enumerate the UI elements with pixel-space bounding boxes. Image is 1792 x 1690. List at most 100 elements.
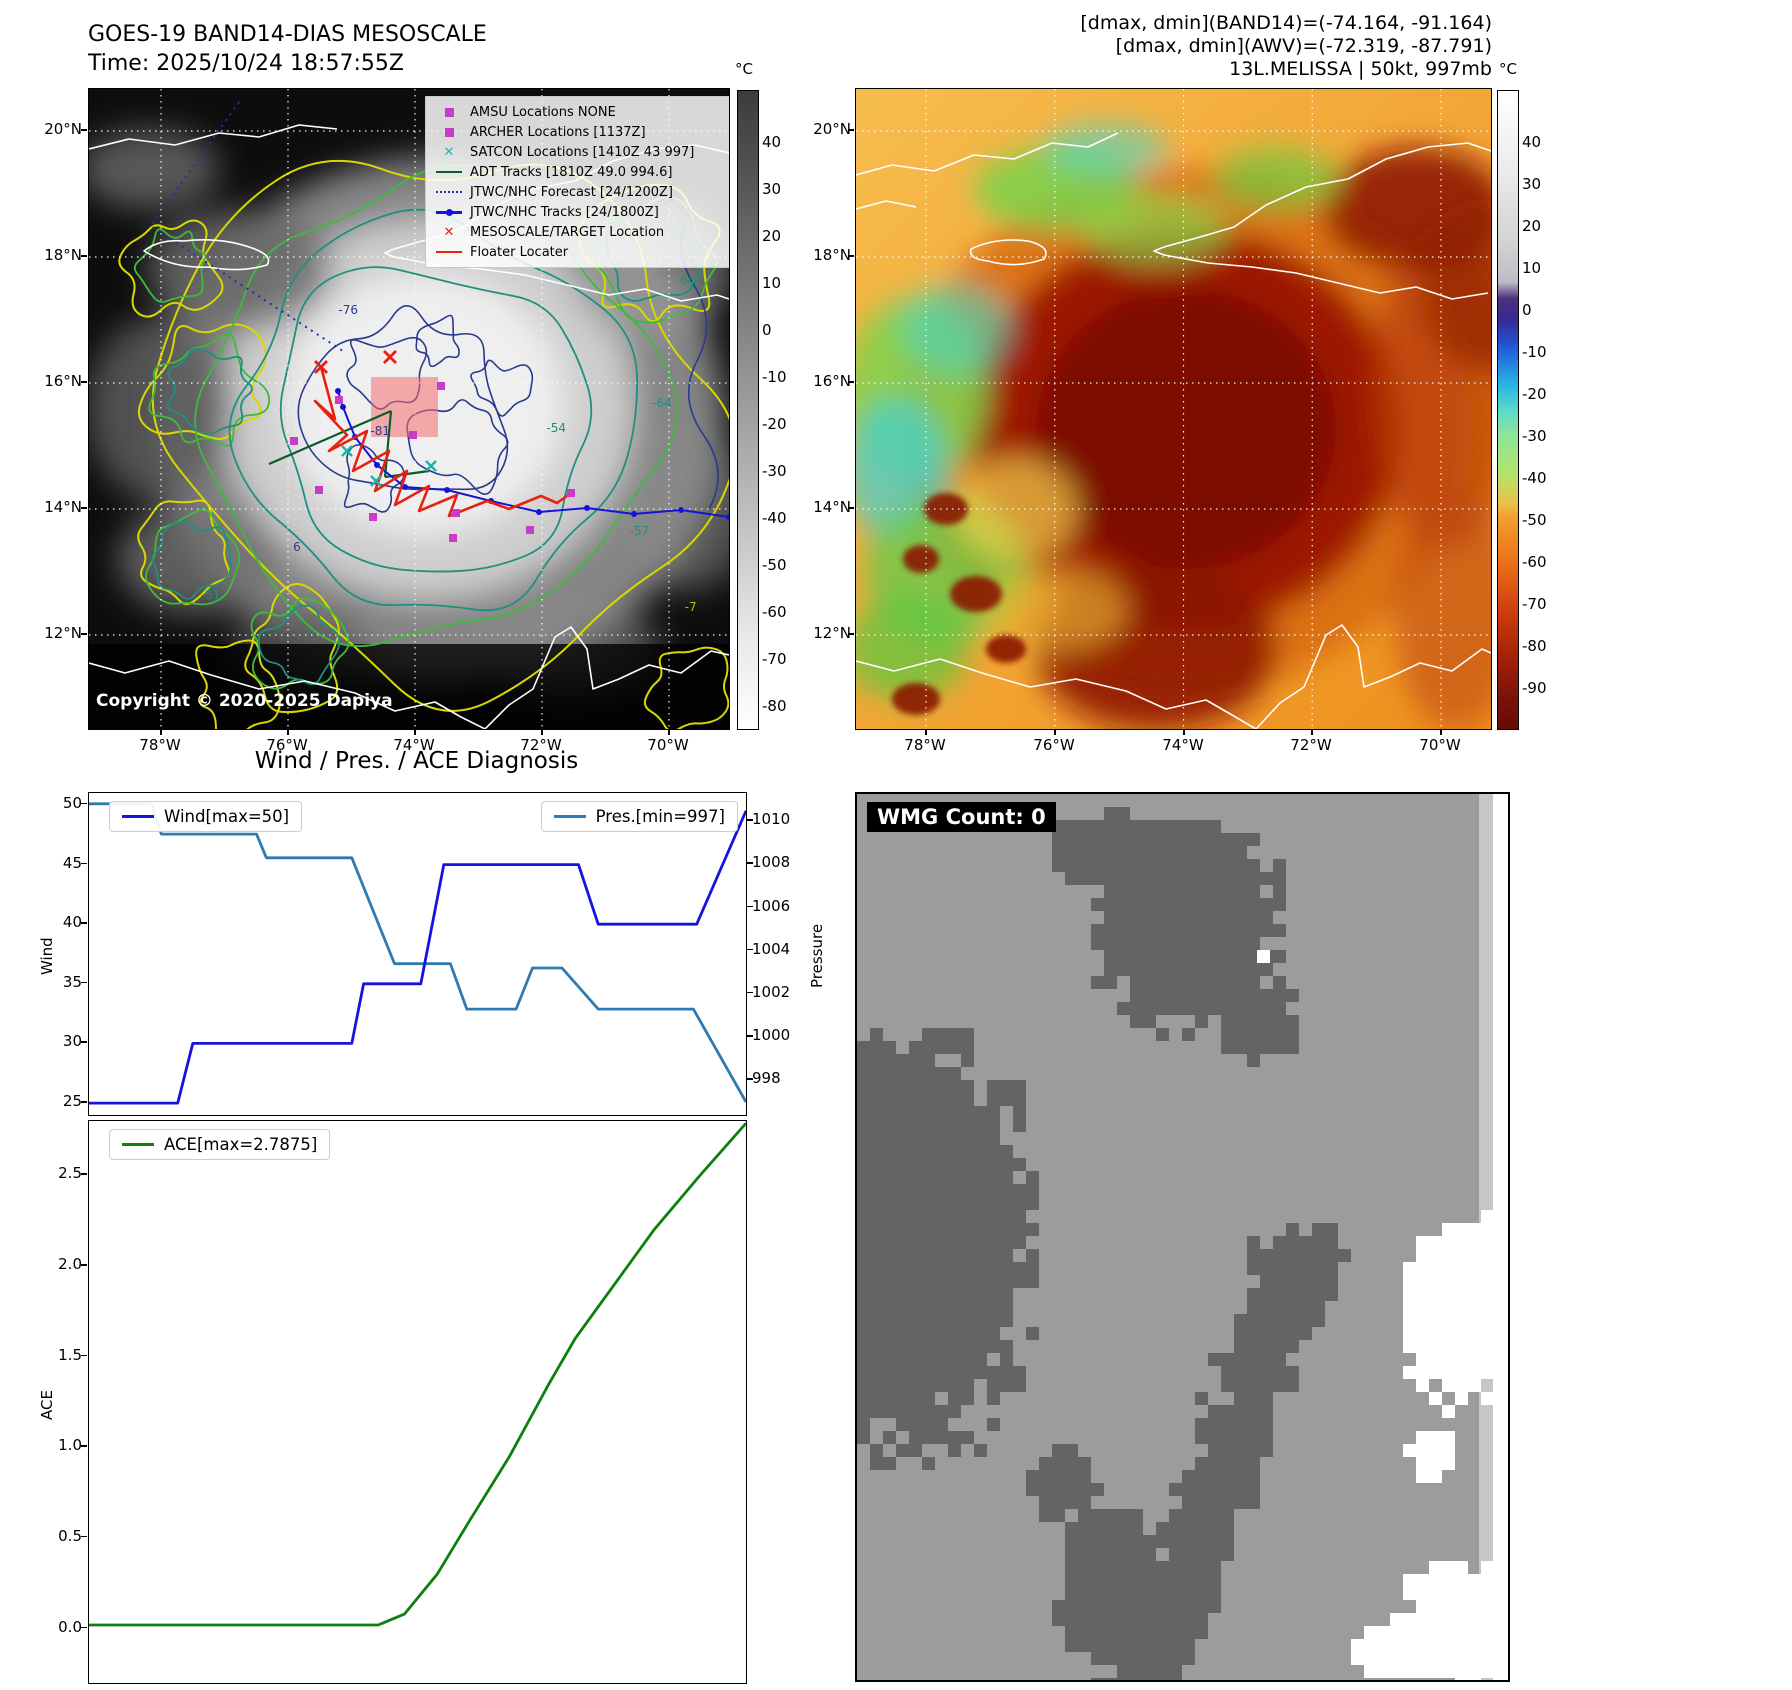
legend-item: JTWC/NHC Forecast [24/1200Z] [434, 182, 726, 202]
wind-pressure-plot-area [89, 802, 748, 1105]
colorbar-tick-label: 0 [1522, 301, 1532, 319]
legend-item-label: Floater Locater [470, 244, 569, 260]
colorbar-tick-label: 20 [762, 227, 782, 245]
left-map-titles: GOES-19 BAND14-DIAS MESOSCALE Time: 2025… [88, 20, 487, 78]
lat-tick-label: 18°N [813, 246, 851, 264]
pressure-tick-label: 1004 [752, 939, 791, 958]
tick-mark [541, 729, 543, 735]
contour-value-label: -81 [370, 424, 390, 439]
copyright-text: Copyright © 2020-2025 Dapiya [96, 691, 393, 711]
colorbar-tick-label: 40 [762, 133, 782, 151]
contour-value-label: -57 [629, 523, 650, 538]
tick-mark [925, 729, 927, 735]
legend-item-label: AMSU Locations NONE [470, 104, 616, 120]
awv-satellite-image [856, 89, 1491, 729]
lat-tick-label: 20°N [813, 120, 851, 138]
mesoscale-target-x [314, 360, 328, 374]
archer-square-marker [449, 534, 457, 542]
pressure-tick-label: 1002 [752, 982, 791, 1001]
tick-mark [160, 729, 162, 735]
colorbar-tick-label: 30 [762, 180, 782, 198]
archer-square-marker [567, 489, 575, 497]
lon-tick-label: 70°W [647, 736, 689, 754]
colorbar-tick-label: -60 [1522, 553, 1547, 571]
lon-tick-label: 78°W [139, 736, 181, 754]
storm-id-intensity: 13L.MELISSA | 50kt, 997mb [1229, 58, 1492, 80]
tick-mark [848, 255, 854, 257]
ace-axis-label: ACE [38, 1390, 56, 1420]
ace-legend: ACE[max=2.7875] [109, 1129, 331, 1160]
legend-item: Floater Locater [434, 242, 726, 262]
contour-value-label: 6 [293, 539, 301, 554]
pressure-tick-label: 1006 [752, 896, 791, 915]
wind-legend-label: Wind[max=50] [164, 807, 290, 826]
contour-value-label: -64 [651, 395, 672, 410]
legend-item: ✕ SATCON Locations [1410Z 43 997] [434, 142, 726, 162]
colorbar-tick-label: 20 [1522, 217, 1542, 235]
colorbar-tick-label: 0 [762, 321, 772, 339]
lon-tick-label: 74°W [393, 736, 435, 754]
colorbar-unit-left: °C [735, 60, 753, 78]
tick-mark [81, 1626, 87, 1629]
x-marker-icon: ✕ [443, 224, 455, 240]
tick-mark [81, 862, 87, 865]
right-map-header: [dmax, dmin](BAND14)=(-74.164, -91.164) … [1000, 12, 1492, 81]
legend-item-label: ARCHER Locations [1137Z] [470, 124, 646, 140]
tick-mark [668, 729, 670, 735]
tick-mark [747, 948, 753, 951]
tick-mark [81, 1173, 87, 1175]
pressure-tick-label: 1000 [752, 1026, 791, 1045]
tick-mark [81, 922, 87, 924]
colorbar-tick-label: -20 [762, 415, 787, 433]
lon-tick-label: 70°W [1419, 736, 1461, 754]
legend-item: ADT Tracks [1810Z 49.0 994.6] [434, 162, 726, 182]
contour-value-label: -76 [338, 302, 358, 317]
archer-square-marker [526, 526, 534, 534]
colorbar-tick-label: -40 [762, 509, 787, 527]
tick-mark [848, 633, 854, 635]
ace-line-swatch [122, 1143, 154, 1146]
lat-tick-label: 12°N [813, 624, 851, 642]
pressure-legend-label: Pres.[min=997] [595, 807, 725, 826]
legend-item-label: SATCON Locations [1410Z 43 997] [470, 144, 695, 160]
colorbar-tick-label: -90 [1522, 679, 1547, 697]
dmax-dmin-band14: [dmax, dmin](BAND14)=(-74.164, -91.164) [1080, 12, 1492, 34]
pressure-tick-label: 998 [752, 1069, 781, 1088]
archer-square-marker [335, 396, 343, 404]
contour-value-label: -54 [546, 421, 566, 436]
tick-mark [747, 991, 753, 994]
lat-tick-label: 14°N [813, 498, 851, 516]
ace-tick-label: 2.5 [58, 1164, 82, 1183]
lon-tick-label: 76°W [1033, 736, 1075, 754]
tick-mark [747, 905, 753, 908]
archer-square-marker [369, 513, 377, 521]
wind-tick-label: 45 [62, 853, 82, 872]
diagnosis-chart-title: Wind / Pres. / ACE Diagnosis [254, 748, 579, 774]
wind-tick-label: 35 [62, 972, 82, 991]
colorbar-tick-label: -80 [1522, 637, 1547, 655]
pressure-line [89, 802, 748, 1103]
tick-mark [848, 381, 854, 383]
ace-tick-label: 2.0 [58, 1255, 82, 1274]
tick-mark [81, 633, 87, 635]
ace-tick-label: 1.5 [58, 1345, 82, 1364]
colorbar-tick-label: 40 [1522, 133, 1542, 151]
lon-tick-label: 78°W [904, 736, 946, 754]
map-title: GOES-19 BAND14-DIAS MESOSCALE [88, 22, 487, 47]
wind-line [89, 810, 748, 1105]
tick-mark [1311, 729, 1313, 735]
tick-mark [1183, 729, 1185, 735]
pressure-line-swatch [553, 815, 586, 818]
wind-line-swatch [122, 815, 154, 818]
tick-mark [747, 862, 753, 864]
legend-item: ARCHER Locations [1137Z] [434, 122, 726, 142]
legend-item: JTWC/NHC Tracks [24/1800Z] [434, 202, 726, 222]
colorbar-tick-label: -10 [1522, 343, 1547, 361]
colorbar-tick-label: 10 [762, 274, 782, 292]
wmg-pixel-map [857, 794, 1508, 1680]
ace-chart: ACE[max=2.7875] [88, 1120, 748, 1684]
tick-mark [747, 1078, 753, 1080]
tick-mark [81, 1354, 87, 1357]
tick-mark [1440, 729, 1442, 735]
ace-tick-label: 0.5 [58, 1526, 82, 1545]
